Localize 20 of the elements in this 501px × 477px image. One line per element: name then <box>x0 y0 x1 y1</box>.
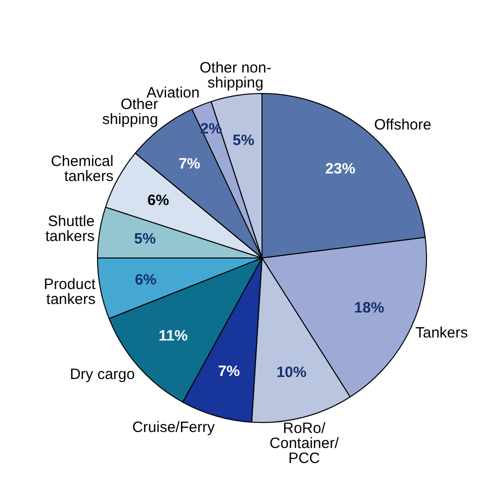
slice-label: Dry cargo <box>70 366 135 384</box>
data-label: 23% <box>325 160 356 178</box>
data-label: 7% <box>218 362 240 380</box>
slice-label: Tankers <box>415 324 468 342</box>
data-label: 6% <box>147 192 170 210</box>
slice-label: Other non-shipping <box>200 59 272 92</box>
slice-label: RoRo/Container/PCC <box>270 420 340 468</box>
slice-label: Aviation <box>146 84 200 102</box>
data-label: 7% <box>178 156 200 173</box>
data-label: 5% <box>134 230 156 248</box>
slice-label: Product tankers <box>44 276 96 308</box>
data-label: 10% <box>276 364 306 381</box>
data-label: 5% <box>232 132 254 150</box>
slice-label: Cruise/Ferry <box>132 419 216 436</box>
data-label: 18% <box>354 300 384 317</box>
slice-label: Offshore <box>374 116 432 134</box>
slice-label: Shuttle tankers <box>45 212 95 245</box>
slice-label: Chemical tankers <box>50 152 114 185</box>
data-label: 11% <box>158 327 188 344</box>
data-label: 6% <box>134 271 156 288</box>
